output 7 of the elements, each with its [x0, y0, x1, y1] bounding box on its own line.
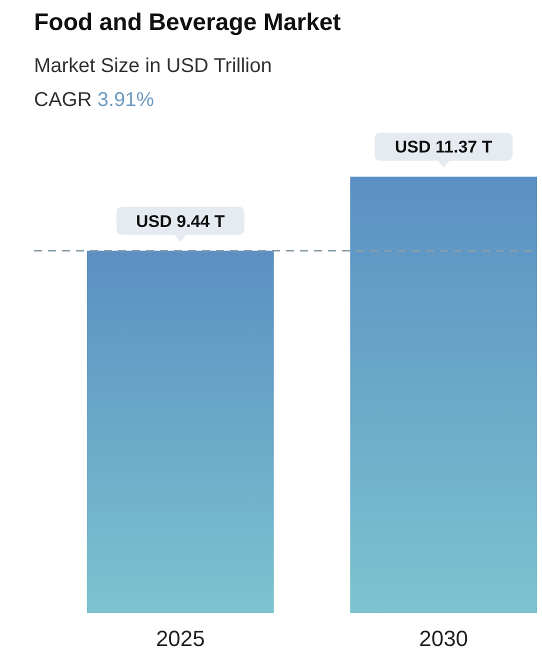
text: CAGR 3.91%	[34, 89, 154, 111]
data-label: USD 9.44 T	[136, 212, 226, 231]
x-tick-label: 2025	[156, 626, 205, 651]
x-tick-label: 2030	[419, 626, 468, 651]
data-label: USD 11.37 T	[394, 138, 493, 157]
chart-subtitle: Market Size in USD Trillion	[34, 55, 272, 77]
chart-title: Food and Beverage Market	[34, 9, 341, 36]
